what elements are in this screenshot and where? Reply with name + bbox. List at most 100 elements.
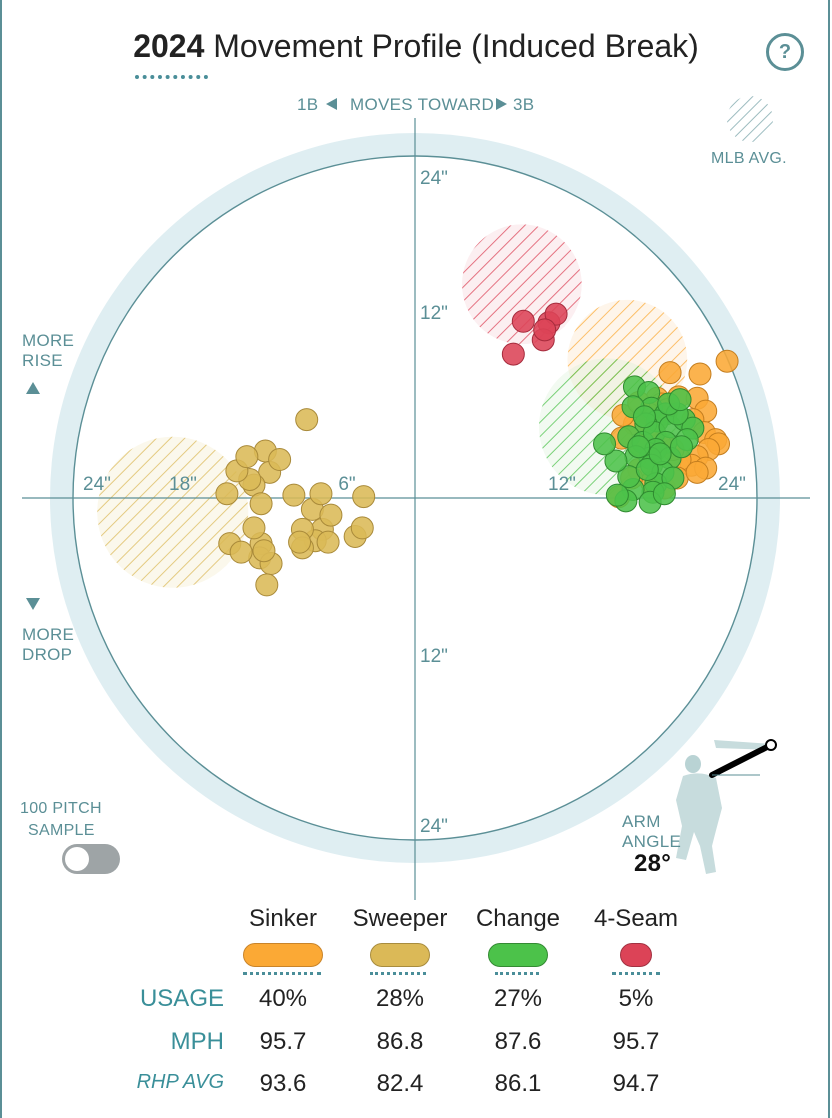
rhp-avg-sinker: 93.6: [259, 1070, 307, 1097]
pitch-name-sinker: Sinker: [248, 905, 318, 932]
row-label-mph: MPH: [170, 1028, 224, 1055]
pill-underline-sinker: [243, 972, 321, 975]
mph-change: 87.6: [494, 1028, 542, 1055]
tick-label-bottom-12: 12": [420, 646, 448, 667]
pitch-pill-change[interactable]: [488, 943, 548, 967]
pitch-name-fourseam: 4-Seam: [593, 905, 679, 932]
page-title: 2024 Movement Profile (Induced Break): [0, 28, 832, 65]
pitch-point: [268, 448, 292, 472]
pitch-name-sweeper: Sweeper: [352, 905, 448, 932]
tick-label-bottom-24: 24": [420, 816, 448, 837]
pitch-point: [627, 435, 651, 459]
legend-mlb-avg-swatch: [727, 96, 773, 142]
pitch-point: [235, 445, 259, 469]
pitch-pill-sinker[interactable]: [243, 943, 323, 967]
tick-label-right-12: 12": [548, 474, 576, 495]
row-label-rhp-avg: RHP AVG: [136, 1071, 224, 1093]
legend-mlb-avg-label: MLB AVG.: [711, 150, 787, 167]
pitch-point: [252, 539, 276, 563]
series-4seam: [501, 302, 568, 366]
arrow-right-icon: [496, 98, 507, 110]
help-icon[interactable]: ?: [766, 33, 804, 71]
tick-label-left-6: 6": [338, 474, 355, 495]
pitch-point: [652, 482, 676, 506]
series-change: [593, 375, 705, 514]
title-year: 2024: [133, 28, 205, 64]
sample-toggle[interactable]: [62, 844, 120, 874]
mph-sinker: 95.7: [259, 1028, 307, 1055]
tick-label-right-24: 24": [718, 474, 746, 495]
more-rise-line1: MORE: [22, 331, 75, 350]
pitch-point: [215, 482, 239, 506]
more-drop-line1: MORE: [22, 625, 75, 644]
pitch-point: [604, 449, 628, 473]
arrow-left-icon: [326, 98, 337, 110]
pitch-point: [319, 503, 343, 527]
rhp-avg-sweeper: 82.4: [376, 1070, 424, 1097]
year-underline: [135, 75, 208, 79]
pitch-point: [316, 530, 340, 554]
arrow-up-icon: [26, 382, 40, 394]
pitch-pill-sweeper[interactable]: [370, 943, 430, 967]
rhp-avg-change: 86.1: [494, 1070, 542, 1097]
tick-label-left-24: 24": [83, 474, 111, 495]
arrow-down-icon: [26, 598, 40, 610]
pitch-point: [309, 482, 333, 506]
pitch-point: [544, 302, 568, 326]
pitch-point: [658, 361, 682, 385]
pill-underline-sweeper: [370, 972, 426, 975]
pitch-point: [715, 349, 739, 373]
dir-label-moves-toward: MOVES TOWARD: [350, 95, 495, 114]
pitch-point: [352, 485, 376, 509]
series-sweeper: [215, 408, 376, 597]
pitch-point: [229, 540, 253, 564]
pitch-point: [288, 530, 312, 554]
pitch-point: [593, 432, 617, 456]
pill-underline-change: [495, 972, 539, 975]
arm-angle-value: 28°: [634, 850, 672, 877]
usage-sweeper: 28%: [375, 985, 425, 1012]
pitch-point: [242, 516, 266, 540]
sample-toggle-knob: [65, 847, 89, 871]
pitch-name-change: Change: [475, 905, 561, 932]
pitch-points: [215, 302, 739, 597]
arm-angle-label-line1: ARM: [622, 812, 661, 831]
title-text: Movement Profile (Induced Break): [213, 28, 699, 64]
pitch-point: [350, 516, 374, 540]
direction-arrows: [26, 98, 507, 610]
usage-sinker: 40%: [258, 985, 308, 1012]
pitch-point: [688, 362, 712, 386]
pitch-point: [282, 483, 306, 507]
row-label-usage: USAGE: [139, 985, 224, 1012]
legend-mlb-avg: [727, 96, 773, 142]
pitch-point: [632, 405, 656, 429]
more-rise-line2: RISE: [22, 351, 63, 370]
pitch-point: [635, 458, 659, 481]
ring-labels: 24" 12" 12" 24" 24" 18" 6" 12" 24": [83, 168, 746, 837]
pitch-point: [669, 435, 693, 459]
rhp-avg-fourseam: 94.7: [612, 1070, 660, 1097]
pitch-point: [668, 388, 692, 412]
usage-fourseam: 5%: [618, 985, 654, 1012]
pitch-point: [511, 309, 535, 333]
chart-axes: [22, 118, 810, 900]
tick-label-left-18: 18": [169, 474, 197, 495]
pitch-pill-fourseam[interactable]: [620, 943, 652, 967]
pitch-point: [533, 318, 557, 342]
dir-label-3b: 3B: [513, 95, 535, 114]
dir-label-1b: 1B: [297, 95, 319, 114]
pitch-point: [685, 460, 709, 484]
sample-label-line2: SAMPLE: [28, 822, 95, 839]
tick-label-top-12: 12": [420, 303, 448, 324]
arm-angle-label-line2: ANGLE: [622, 832, 682, 851]
pitch-point: [295, 408, 319, 432]
mph-fourseam: 95.7: [612, 1028, 660, 1055]
usage-change: 27%: [493, 985, 543, 1012]
mlb-avg-sweeper: [97, 436, 249, 588]
more-drop-line2: DROP: [22, 645, 73, 664]
tick-label-top-24: 24": [420, 168, 448, 189]
mph-sweeper: 86.8: [376, 1028, 424, 1055]
pitch-point: [255, 573, 279, 597]
pill-underline-fourseam: [612, 972, 660, 975]
